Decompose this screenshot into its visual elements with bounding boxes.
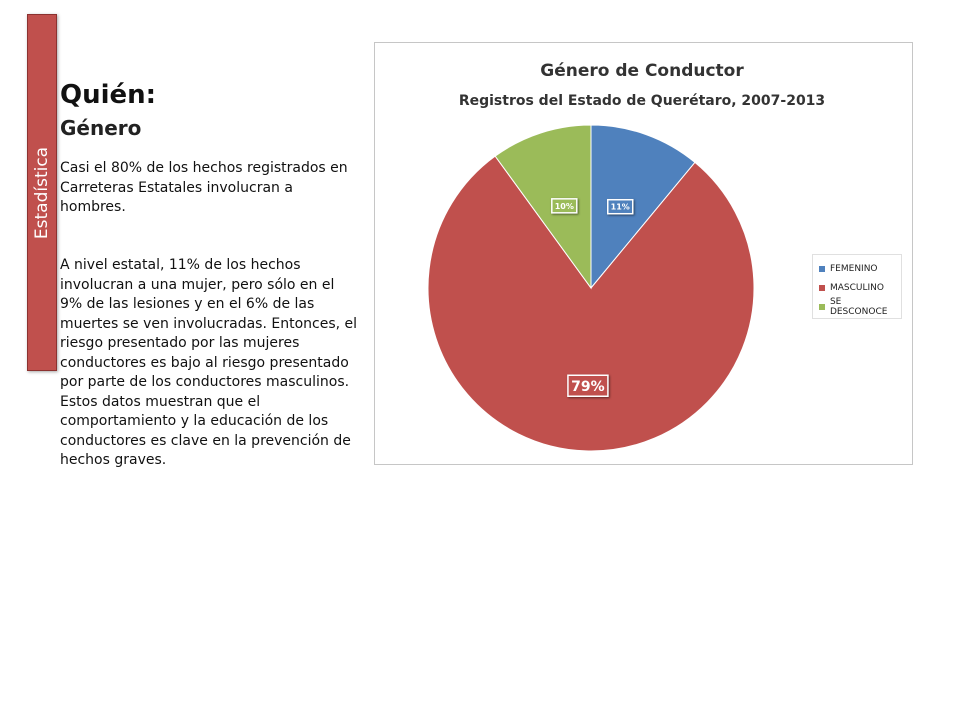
- pie-chart-canvas: Género de Conductor Registros del Estado…: [427, 61, 825, 452]
- chart-title: Género de Conductor: [540, 61, 744, 81]
- pie-slice-se-desconoce: [494, 124, 592, 290]
- sidebar-tab-label: Estadística: [32, 146, 52, 239]
- legend-item-femenino: FEMENINO: [819, 259, 901, 278]
- legend-item-se-desconoce: SE DESCONOCE: [819, 296, 901, 317]
- sidebar-tab-estadistica[interactable]: Estadística: [27, 14, 57, 371]
- pie-chart: Género de Conductor Registros del Estado…: [374, 42, 913, 465]
- body-paragraph-2: A nivel estatal, 11% de los hechos invol…: [60, 257, 358, 468]
- svg-text:11%: 11%: [611, 203, 630, 212]
- legend-label: SE DESCONOCE: [829, 296, 888, 317]
- chart-legend: FEMENINO MASCULINO SE DESCONOCE: [812, 254, 902, 319]
- body-paragraph-1: Casi el 80% de los hechos registrados en…: [60, 160, 348, 215]
- legend-label: FEMENINO: [830, 263, 878, 274]
- chart-subtitle: Registros del Estado de Querétaro, 2007-…: [459, 93, 825, 109]
- pie-data-labels: 11% 79% 10%: [551, 198, 634, 398]
- legend-swatch: [819, 284, 825, 291]
- pie-slices: [427, 124, 755, 452]
- data-label-se-desconoce: 10%: [551, 198, 578, 214]
- page-title: Quién:: [60, 80, 157, 110]
- legend-label: MASCULINO: [830, 282, 884, 293]
- data-label-masculino: 79%: [567, 374, 609, 398]
- svg-text:79%: 79%: [571, 379, 605, 395]
- page-subtitle: Género: [60, 116, 142, 140]
- pie-slice-femenino: [590, 124, 696, 290]
- pie-slice-masculino: [427, 155, 755, 452]
- legend-swatch: [819, 303, 825, 310]
- svg-text:10%: 10%: [555, 202, 574, 211]
- legend-item-masculino: MASCULINO: [819, 278, 901, 297]
- legend-swatch: [819, 265, 825, 272]
- data-label-femenino: 11%: [607, 198, 634, 215]
